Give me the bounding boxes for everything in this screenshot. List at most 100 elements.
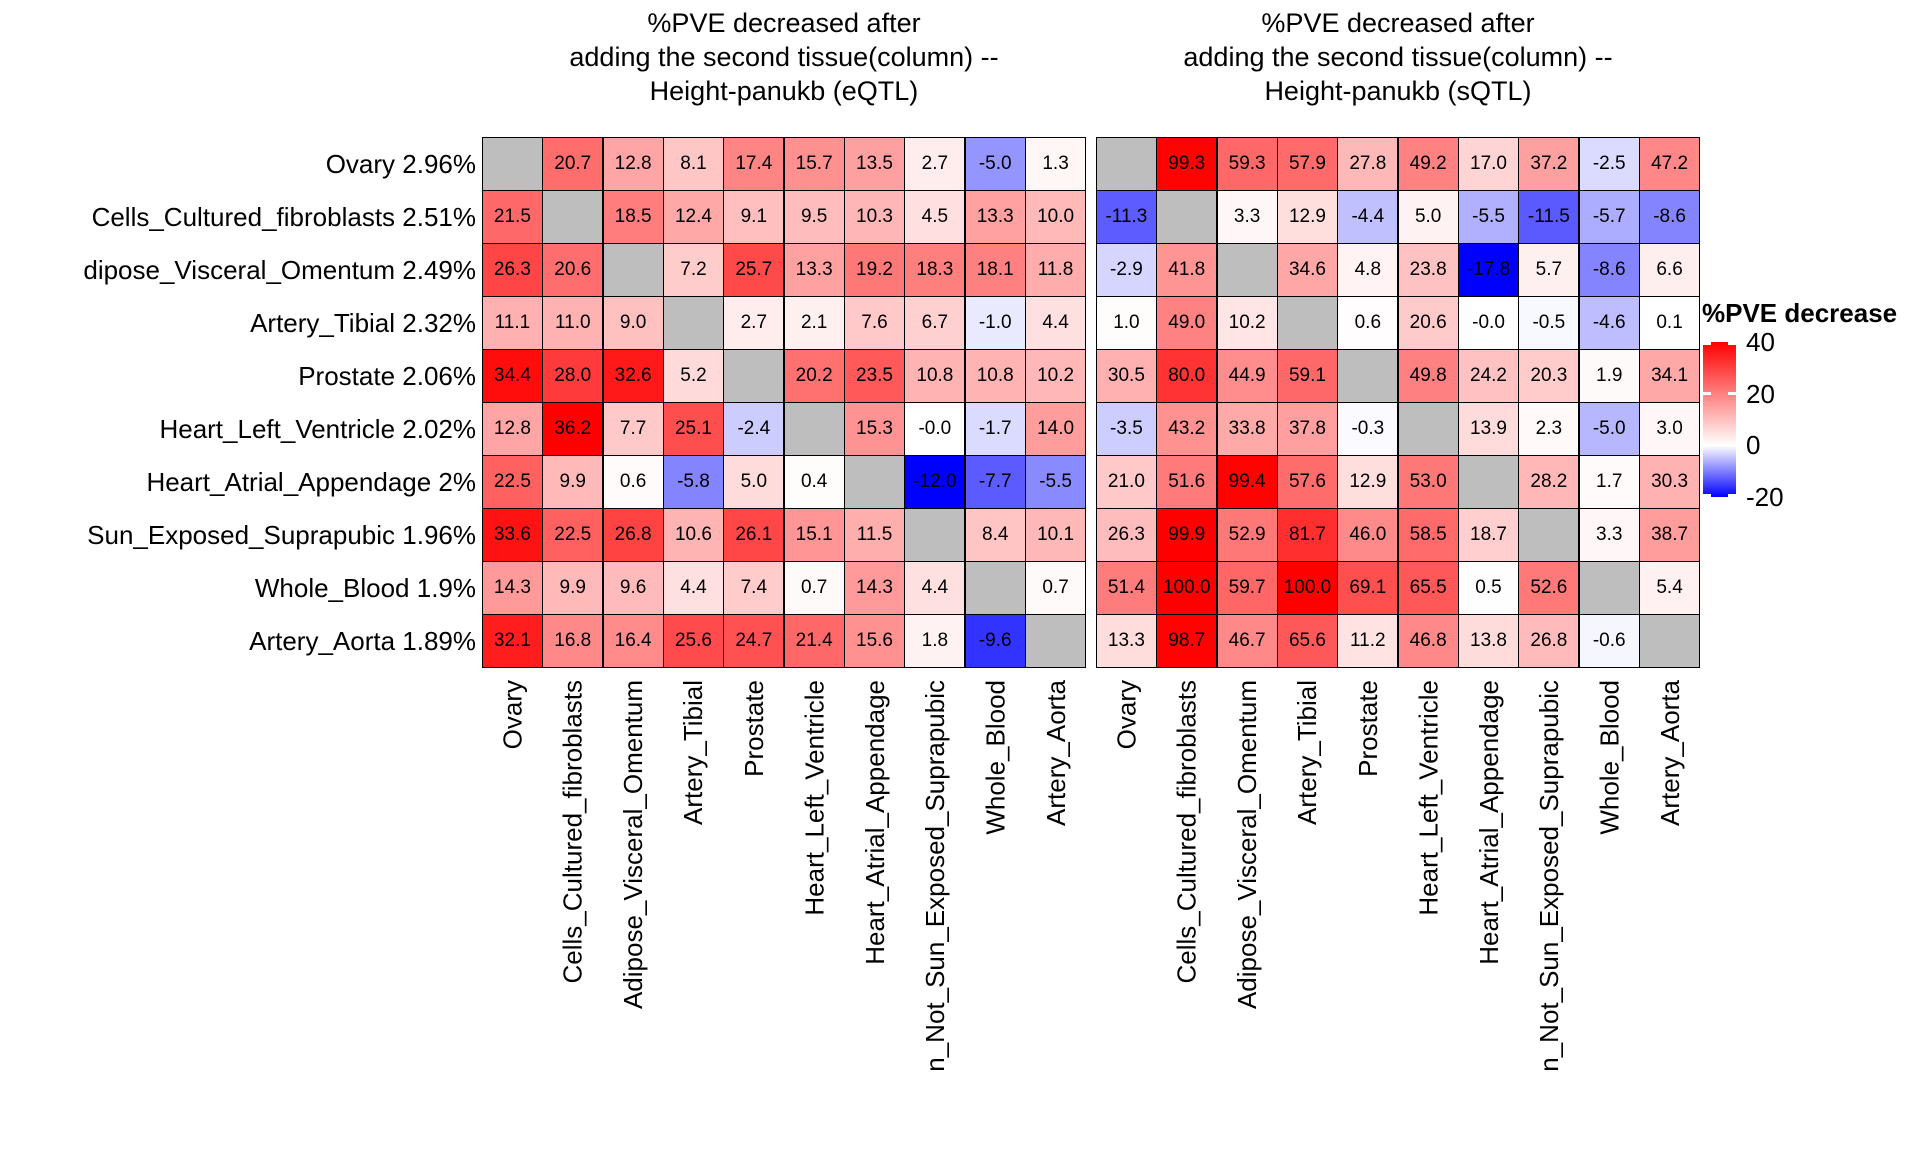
heatmap-cell: 14.0 [1026,403,1085,455]
heatmap-cell: 13.3 [1097,615,1156,667]
panel-title-line: %PVE decreased after [1261,8,1535,38]
legend-tick-label: 0 [1746,430,1761,461]
heatmap-cell: 15.7 [784,138,844,190]
col-label: Artery_Aorta [1040,680,1071,826]
heatmap-cell: 11.0 [543,297,603,349]
heatmap-cell: 59.7 [1217,562,1277,614]
heatmap-cell: 9.6 [603,562,663,614]
heatmap-cell: 98.7 [1157,615,1217,667]
col-label: n_Not_Sun_Exposed_Suprapubic [1534,680,1564,1072]
heatmap-cell: 7.7 [603,403,663,455]
heatmap-cell: 80.0 [1157,350,1217,402]
heatmap-cell: 59.3 [1217,138,1277,190]
heatmap-cell: 1.9 [1579,350,1639,402]
heatmap-cell: -0.6 [1579,615,1639,667]
heatmap-cell: -1.7 [965,403,1025,455]
heatmap-cell: 46.7 [1217,615,1277,667]
heatmap-cell: 13.3 [965,191,1025,243]
heatmap-cell: -5.8 [664,456,723,508]
heatmap-grid-sqtl: 99.3 59.3 57.9 27.8 49.2 17.0 37.2 -2.5 47.2 -11.… [1096,137,1700,668]
heatmap-cell: 15.6 [845,615,904,667]
legend-tick-mark [1728,443,1736,447]
heatmap-cell: 20.6 [1398,297,1458,349]
col-label: Whole_Blood [1594,680,1625,835]
legend-colorbar [1703,342,1736,497]
heatmap-cell: 7.4 [724,562,784,614]
heatmap-cell: 23.5 [845,350,904,402]
heatmap-cell: 12.8 [603,138,663,190]
heatmap-cell: 100.0 [1157,562,1217,614]
heatmap-cell: 25.6 [664,615,723,667]
heatmap-cell: 18.3 [905,244,965,296]
heatmap-cell: 0.7 [784,562,844,614]
diagonal-cell [1338,350,1398,402]
heatmap-cell: 17.4 [724,138,784,190]
heatmap-cell: 49.8 [1398,350,1458,402]
heatmap-cell: -9.6 [965,615,1025,667]
row-label: Artery_Aorta 1.89% [249,626,476,657]
heatmap-cell: 20.2 [784,350,844,402]
diagonal-cell [724,350,784,402]
diagonal-cell [1026,615,1085,667]
heatmap-cell: 6.7 [905,297,965,349]
col-label: Cells_Cultured_fibroblasts [1171,680,1202,984]
diagonal-cell [1278,297,1337,349]
legend-tick-label: 20 [1746,378,1775,409]
heatmap-cell: 10.8 [905,350,965,402]
heatmap-cell: 49.0 [1157,297,1217,349]
col-label: n_Not_Sun_Exposed_Suprapubic [920,680,950,1072]
heatmap-cell: -0.5 [1519,297,1579,349]
col-label: Prostate [1352,680,1383,777]
heatmap-cell: -2.5 [1579,138,1639,190]
heatmap-cell: 69.1 [1338,562,1398,614]
heatmap-cell: -2.4 [724,403,784,455]
diagonal-cell [543,191,603,243]
heatmap-cell: 46.8 [1398,615,1458,667]
panel-title-sqtl: %PVE decreased after adding the second t… [1096,6,1700,108]
heatmap-cell: -2.9 [1097,244,1156,296]
heatmap-cell: 58.5 [1398,509,1458,561]
heatmap-cell: 26.3 [1097,509,1156,561]
heatmap-cell: 26.3 [483,244,542,296]
heatmap-cell: 5.0 [1398,191,1458,243]
heatmap-cell: 4.4 [664,562,723,614]
heatmap-cell: 4.4 [905,562,965,614]
heatmap-cell: 4.8 [1338,244,1398,296]
heatmap-cell: 25.7 [724,244,784,296]
heatmap-cell: 4.5 [905,191,965,243]
heatmap-cell: -5.7 [1579,191,1639,243]
heatmap-cell: 21.4 [784,615,844,667]
heatmap-cell: 33.8 [1217,403,1277,455]
heatmap-cell: 11.8 [1026,244,1085,296]
heatmap-cell: 34.6 [1278,244,1337,296]
heatmap-cell: 9.5 [784,191,844,243]
heatmap-cell: -17.8 [1459,244,1518,296]
col-label: Artery_Aorta [1654,680,1685,826]
heatmap-cell: 65.6 [1278,615,1337,667]
heatmap-cell: 10.0 [1026,191,1085,243]
heatmap-cell: 10.2 [1026,350,1085,402]
heatmap-cell: 99.9 [1157,509,1217,561]
heatmap-cell: 36.2 [543,403,603,455]
heatmap-cell: -7.7 [965,456,1025,508]
heatmap-cell: 20.7 [543,138,603,190]
heatmap-cell: 1.0 [1097,297,1156,349]
legend-tick-label: -20 [1746,482,1784,512]
heatmap-cell: 52.9 [1217,509,1277,561]
heatmap-cell: 2.3 [1519,403,1579,455]
heatmap-cell: -5.0 [965,138,1025,190]
heatmap-cell: 32.1 [483,615,542,667]
diagonal-cell [1579,562,1639,614]
diagonal-cell [1519,509,1579,561]
heatmap-cell: 18.1 [965,244,1025,296]
heatmap-cell: 11.2 [1338,615,1398,667]
heatmap-cell: -0.3 [1338,403,1398,455]
heatmap-cell: 34.1 [1640,350,1699,402]
legend-tick-mark [1703,443,1711,447]
diagonal-cell [1398,403,1458,455]
panel-title-line: adding the second tissue(column) -- [569,42,999,72]
diagonal-cell [603,244,663,296]
heatmap-cell: 30.5 [1097,350,1156,402]
heatmap-cell: 23.8 [1398,244,1458,296]
row-label: Heart_Atrial_Appendage 2% [146,467,476,498]
